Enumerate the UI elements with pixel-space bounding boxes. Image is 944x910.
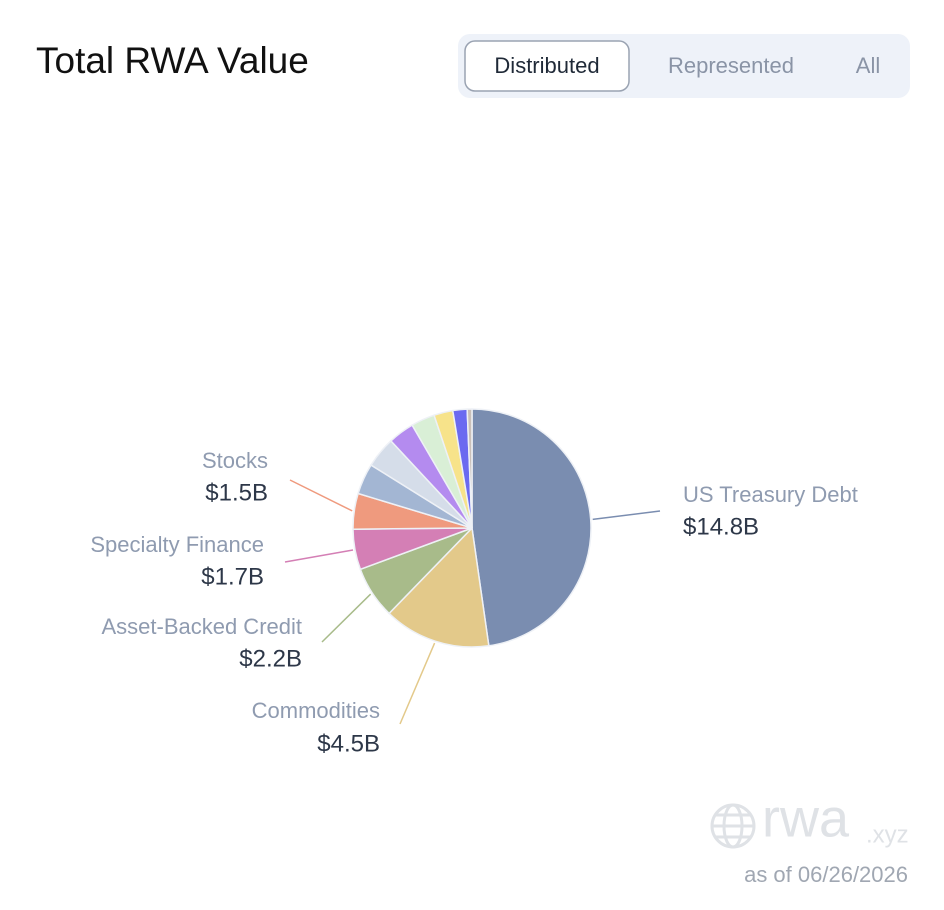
slice-value: $14.8B bbox=[683, 513, 759, 540]
tab[interactable]: Distributed bbox=[494, 53, 599, 78]
tab[interactable]: All bbox=[856, 53, 880, 78]
slice-value: $1.7B bbox=[201, 563, 264, 590]
as-of: as of 06/26/2026 bbox=[744, 862, 908, 887]
leader-line bbox=[592, 510, 661, 521]
pie-slice bbox=[466, 408, 473, 529]
leader-line bbox=[399, 642, 436, 725]
logo-icon bbox=[710, 803, 756, 849]
slice-value: $2.2B bbox=[239, 645, 302, 672]
slice-label: Specialty Finance bbox=[90, 532, 264, 557]
leader-line bbox=[289, 479, 353, 512]
leader-line bbox=[284, 549, 354, 563]
tab-active-bg bbox=[464, 40, 630, 92]
brand-suffix: .xyz bbox=[866, 821, 909, 848]
slice-label: Asset-Backed Credit bbox=[101, 614, 302, 639]
tab[interactable]: Represented bbox=[668, 53, 794, 78]
leader-line bbox=[321, 593, 372, 643]
slice-value: $1.5B bbox=[205, 479, 268, 506]
slice-label: US Treasury Debt bbox=[683, 482, 858, 507]
chart-title: Total RWA Value bbox=[36, 40, 309, 81]
brand: rwa bbox=[762, 788, 850, 848]
slice-value: $4.5B bbox=[317, 730, 380, 757]
slice-label: Commodities bbox=[252, 698, 380, 723]
pie-slice bbox=[388, 526, 490, 648]
slice-label: Stocks bbox=[202, 448, 268, 473]
pie-slice bbox=[471, 408, 592, 647]
